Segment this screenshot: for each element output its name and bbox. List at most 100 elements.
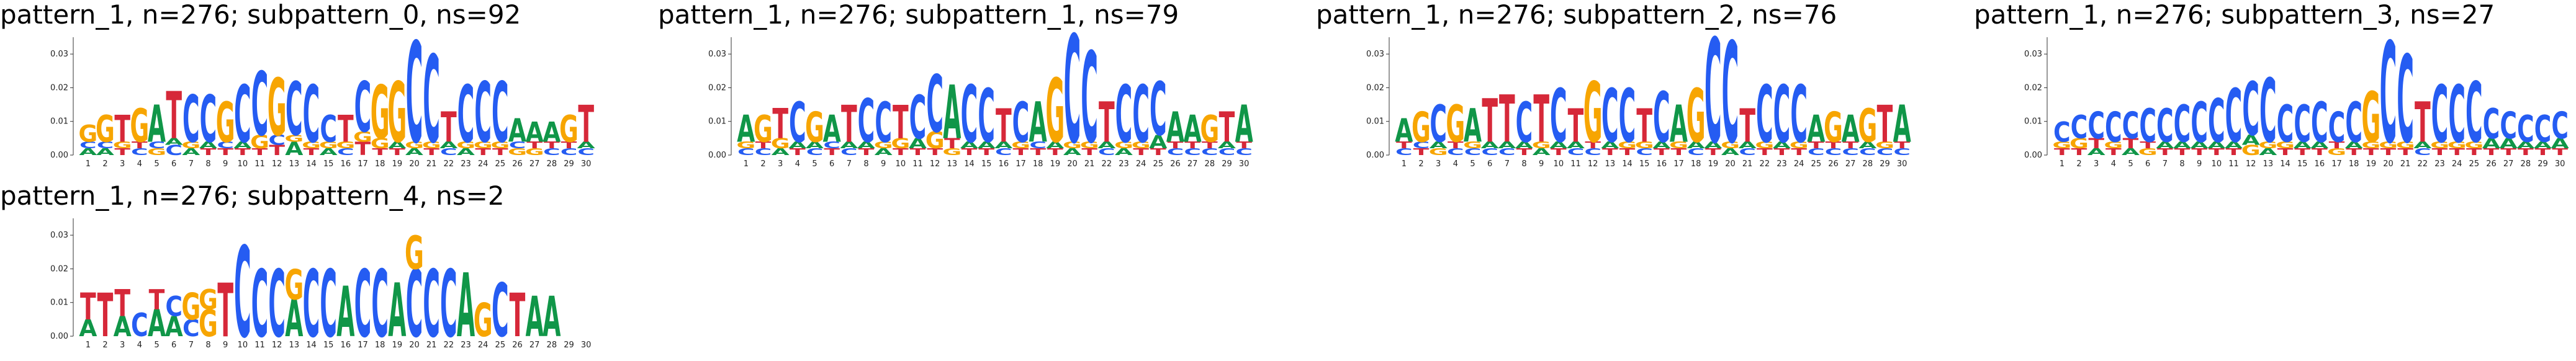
letter-T: T bbox=[2346, 146, 2362, 158]
x-tick-label: 29 bbox=[1880, 159, 1890, 169]
x-tick-label: 23 bbox=[1119, 159, 1129, 169]
letter-C: C bbox=[251, 251, 269, 359]
x-tick-label: 28 bbox=[547, 159, 557, 169]
x-tick-label: 12 bbox=[1588, 159, 1598, 169]
letter-G: G bbox=[1080, 140, 1099, 151]
letter-A: A bbox=[2482, 136, 2500, 152]
letter-T: T bbox=[2277, 146, 2294, 158]
y-tick-label: 0.01 bbox=[1366, 117, 1384, 127]
letter-A: A bbox=[1739, 140, 1757, 151]
sequence-logo: 0.000.010.020.03ACG1ACG2TGT3CTG4GCA5CAT6… bbox=[50, 14, 595, 174]
letter-T: T bbox=[2105, 146, 2122, 158]
letter-C: C bbox=[79, 140, 97, 151]
y-tick-label: 0.00 bbox=[2024, 151, 2042, 160]
letter-A: A bbox=[1549, 140, 1567, 151]
letter-A: A bbox=[1515, 140, 1533, 151]
letter-A: A bbox=[1601, 140, 1619, 151]
letter-A: A bbox=[2259, 146, 2277, 158]
letter-A: A bbox=[2225, 140, 2243, 151]
letter-A: A bbox=[148, 96, 166, 154]
letter-T: T bbox=[927, 146, 943, 158]
letter-C: C bbox=[995, 146, 1012, 158]
x-tick-label: 15 bbox=[1639, 159, 1650, 169]
x-tick-label: 11 bbox=[912, 159, 923, 169]
x-tick-label: 9 bbox=[223, 341, 228, 350]
letter-C: C bbox=[1481, 146, 1498, 158]
chart-title: pattern_1, n=276; subpattern_1, ns=79 bbox=[658, 0, 1179, 30]
x-tick-label: 29 bbox=[564, 341, 574, 350]
letter-C: C bbox=[1081, 27, 1098, 172]
letter-A: A bbox=[148, 302, 166, 345]
letter-G: G bbox=[199, 284, 218, 316]
x-tick-label: 30 bbox=[581, 159, 592, 169]
letter-T: T bbox=[1099, 91, 1115, 155]
letter-T: T bbox=[1047, 146, 1063, 158]
letter-T: T bbox=[1877, 96, 1893, 154]
x-tick-label: 16 bbox=[1657, 159, 1667, 169]
x-tick-label: 15 bbox=[2297, 159, 2308, 169]
letter-G: G bbox=[1790, 140, 1809, 151]
letter-A: A bbox=[1046, 140, 1064, 151]
letter-C: C bbox=[2466, 66, 2483, 162]
letter-T: T bbox=[2157, 146, 2173, 158]
letter-C: C bbox=[234, 68, 251, 160]
letter-C: C bbox=[543, 146, 561, 158]
x-tick-label: 20 bbox=[409, 159, 420, 169]
letter-T: T bbox=[996, 99, 1012, 153]
letter-G: G bbox=[96, 107, 115, 150]
x-tick-label: 9 bbox=[1539, 159, 1544, 169]
letter-G: G bbox=[474, 293, 493, 347]
letter-C: C bbox=[371, 251, 389, 359]
x-tick-label: 25 bbox=[1811, 159, 1822, 169]
letter-G: G bbox=[405, 226, 424, 280]
letter-T: T bbox=[1150, 146, 1166, 158]
letter-G: G bbox=[1583, 66, 1603, 162]
x-tick-label: 16 bbox=[341, 159, 351, 169]
letter-A: A bbox=[182, 146, 200, 158]
letter-C: C bbox=[1098, 146, 1115, 158]
letter-C: C bbox=[2483, 100, 2500, 148]
letter-T: T bbox=[304, 146, 320, 158]
letter-G: G bbox=[1669, 140, 1688, 151]
letter-T: T bbox=[1757, 146, 1773, 158]
letter-C: C bbox=[561, 146, 578, 158]
x-tick-label: 26 bbox=[2486, 159, 2497, 169]
letter-A: A bbox=[1687, 140, 1705, 151]
x-tick-label: 24 bbox=[478, 341, 489, 350]
letter-A: A bbox=[457, 146, 475, 158]
x-tick-label: 29 bbox=[564, 159, 574, 169]
x-tick-label: 30 bbox=[581, 341, 592, 350]
letter-C: C bbox=[423, 30, 440, 170]
x-tick-label: 1 bbox=[86, 341, 91, 350]
letter-T: T bbox=[97, 282, 114, 351]
x-tick-label: 19 bbox=[392, 159, 403, 169]
letter-T: T bbox=[578, 96, 594, 154]
letter-C: C bbox=[492, 66, 509, 162]
letter-G: G bbox=[1200, 107, 1219, 150]
letter-A: A bbox=[875, 146, 893, 158]
letter-C: C bbox=[1842, 146, 1859, 158]
letter-G: G bbox=[942, 146, 961, 158]
letter-A: A bbox=[165, 311, 183, 343]
letter-G: G bbox=[250, 132, 269, 153]
letter-A: A bbox=[2122, 146, 2140, 158]
letter-T: T bbox=[252, 146, 268, 158]
letter-C: C bbox=[1567, 146, 1585, 158]
x-tick-label: 20 bbox=[2383, 159, 2394, 169]
letter-C: C bbox=[268, 251, 286, 359]
letter-T: T bbox=[423, 146, 439, 158]
letter-T: T bbox=[893, 146, 909, 158]
x-tick-label: 1 bbox=[2060, 159, 2065, 169]
letter-T: T bbox=[1808, 140, 1824, 151]
letter-C: C bbox=[182, 82, 200, 158]
letter-C: C bbox=[840, 146, 858, 158]
letter-A: A bbox=[388, 267, 406, 354]
letter-T: T bbox=[2209, 146, 2225, 158]
x-tick-label: 3 bbox=[120, 341, 125, 350]
letter-C: C bbox=[1584, 146, 1601, 158]
letter-T: T bbox=[910, 146, 926, 158]
y-tick-label: 0.03 bbox=[50, 50, 68, 59]
letter-C: C bbox=[875, 91, 892, 155]
letter-T: T bbox=[2312, 146, 2328, 158]
x-tick-label: 18 bbox=[1691, 159, 1701, 169]
